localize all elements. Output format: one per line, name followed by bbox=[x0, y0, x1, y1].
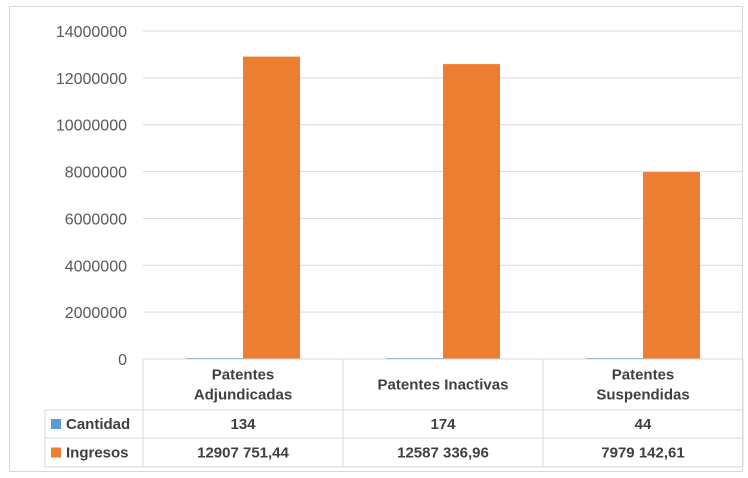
category-label: Adjundicadas bbox=[194, 387, 292, 404]
bar-ingresos bbox=[643, 172, 700, 359]
bars bbox=[186, 56, 700, 360]
data-label: 12907 751,44 bbox=[197, 445, 289, 462]
bar-chart: 0 2000000 4000000 6000000 8000000 10000000 120… bbox=[44, 24, 744, 468]
bar-ingresos bbox=[443, 64, 500, 359]
legend-key-ingresos bbox=[51, 447, 61, 458]
data-label: 12587 336,96 bbox=[397, 445, 489, 462]
y-tick-label: 0 bbox=[118, 352, 127, 369]
bar-ingresos bbox=[243, 56, 300, 360]
legend-label: Cantidad bbox=[66, 416, 130, 433]
chart-frame: 0 2000000 4000000 6000000 8000000 10000000 120… bbox=[9, 6, 744, 472]
data-table: Patentes Adjundicadas Patentes Inactivas Pa… bbox=[44, 358, 744, 468]
y-tick-label: 10000000 bbox=[56, 118, 127, 135]
y-tick-label: 6000000 bbox=[65, 211, 127, 228]
data-label: 134 bbox=[230, 416, 256, 433]
category-label: Suspendidas bbox=[596, 387, 689, 404]
y-tick-label: 12000000 bbox=[56, 71, 127, 88]
legend-label: Ingresos bbox=[66, 445, 129, 462]
y-tick-label: 4000000 bbox=[65, 258, 127, 275]
legend-key-cantidad bbox=[51, 419, 61, 429]
y-axis-ticks: 0 2000000 4000000 6000000 8000000 10000000 120… bbox=[56, 24, 127, 369]
y-tick-label: 8000000 bbox=[65, 165, 127, 182]
data-label: 44 bbox=[635, 416, 652, 433]
data-label: 174 bbox=[430, 416, 456, 433]
y-tick-label: 2000000 bbox=[65, 305, 127, 322]
y-tick-label: 14000000 bbox=[56, 24, 127, 41]
category-label: Patentes bbox=[212, 367, 275, 384]
data-label: 7979 142,61 bbox=[601, 445, 684, 462]
category-label: Patentes bbox=[612, 367, 675, 384]
category-label: Patentes Inactivas bbox=[378, 377, 509, 394]
